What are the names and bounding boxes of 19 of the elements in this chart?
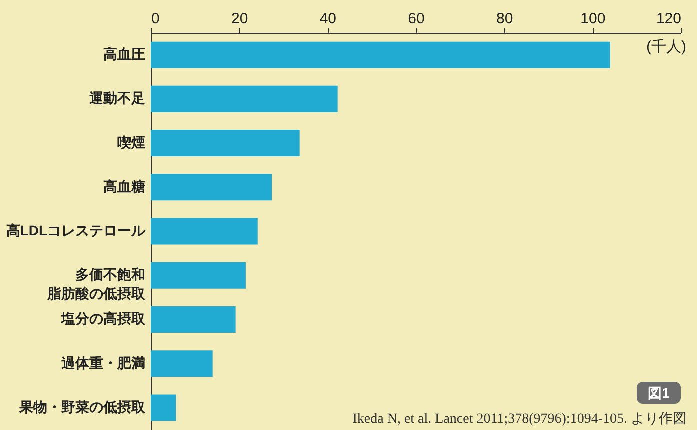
x-tick-label: 100 xyxy=(580,10,606,28)
x-tick-label: 120 xyxy=(656,10,682,28)
y-tick-label: 果物・野菜の低摂取 xyxy=(18,398,146,415)
annotation: Ikeda N, et al. Lancet 2011;378(9796):1094-105. より作図 xyxy=(352,411,687,428)
y-tick-label: 喫煙 xyxy=(118,134,146,150)
y-tick-label: 過体重・肥満 xyxy=(60,354,146,371)
x-axis-title: (千人) xyxy=(646,38,686,56)
y-tick-label: 高血糖 xyxy=(104,178,146,194)
y-tick-label: 運動不足 xyxy=(88,90,146,106)
annotation: 図1 xyxy=(637,382,681,404)
x-tick-label: 20 xyxy=(231,10,248,28)
y-tick-label: 塩分の高摂取 xyxy=(60,310,146,327)
x-tick-label: 40 xyxy=(320,10,337,28)
y-tick-label: 多価不飽和脂肪酸の低摂取 xyxy=(46,266,146,302)
x-tick-label: 60 xyxy=(408,10,425,28)
y-tick-label: 高血圧 xyxy=(104,46,146,62)
x-tick-label: 0 xyxy=(152,10,160,28)
y-tick-label: 高LDLコレステロール xyxy=(6,222,146,238)
x-tick-label: 80 xyxy=(496,10,514,28)
